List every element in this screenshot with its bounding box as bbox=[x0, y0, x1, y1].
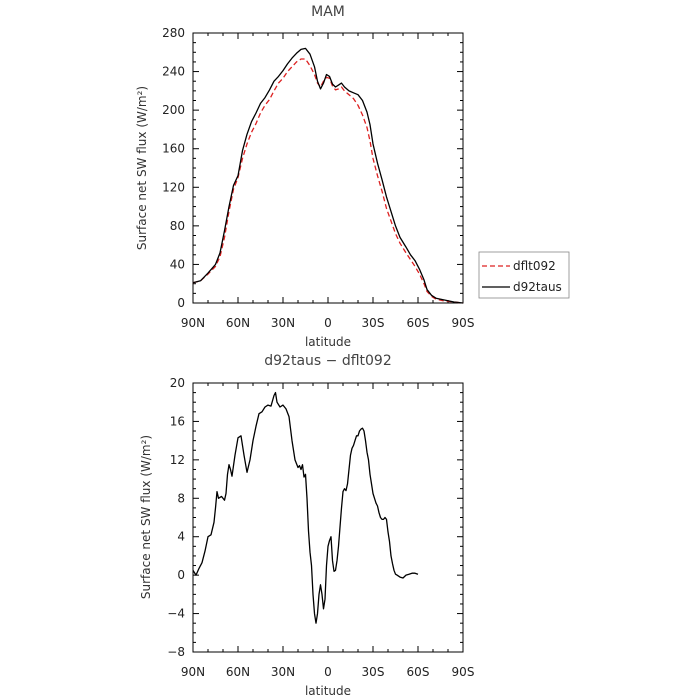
bottom-plot-frame bbox=[192, 382, 464, 653]
top-x-tick-label: 60N bbox=[226, 316, 250, 330]
top-x-axis-label: latitude bbox=[305, 335, 351, 349]
bottom-x-tick-label: 30N bbox=[271, 665, 295, 679]
top-y-ticks: 0 40 80 120 160 200 240 280 bbox=[162, 26, 463, 310]
top-x-tick-label: 30S bbox=[362, 316, 385, 330]
bottom-y-ticks: −8 −4 0 4 8 12 16 20 bbox=[167, 376, 463, 659]
top-y-tick-label: 80 bbox=[170, 219, 185, 233]
bottom-x-tick-label: 90N bbox=[181, 665, 205, 679]
bottom-x-ticks: 90N 60N 30N 0 30S 60S 90S bbox=[181, 383, 475, 679]
top-chart-title: MAM bbox=[311, 4, 345, 20]
top-y-tick-label: 160 bbox=[162, 142, 185, 156]
bottom-panel: d92taus − dflt092 −8 −4 0 4 8 12 16 20 90N 60N 30… bbox=[139, 353, 474, 698]
top-x-tick-label: 0 bbox=[324, 316, 332, 330]
bottom-y-tick-label: −4 bbox=[167, 607, 185, 621]
top-x-tick-label: 30N bbox=[271, 316, 295, 330]
top-y-tick-label: 120 bbox=[162, 180, 185, 194]
top-plot-frame bbox=[192, 32, 464, 304]
top-series-lines bbox=[192, 47, 464, 304]
legend-label-d92taus: d92taus bbox=[513, 280, 562, 294]
bottom-chart-title: d92taus − dflt092 bbox=[264, 353, 391, 369]
legend: dflt092 d92taus bbox=[478, 251, 570, 299]
top-panel: MAM 0 40 80 120 160 200 240 280 90N 60N 30N 0 30S 60… bbox=[135, 4, 570, 349]
bottom-x-tick-label: 60S bbox=[407, 665, 430, 679]
top-y-axis-label: Surface net SW flux (W/m²) bbox=[135, 86, 149, 250]
legend-frame bbox=[478, 251, 570, 299]
bottom-y-tick-label: 12 bbox=[170, 453, 185, 467]
bottom-x-tick-label: 90S bbox=[452, 665, 475, 679]
top-series-line-d92taus bbox=[192, 47, 464, 304]
top-y-tick-label: 240 bbox=[162, 65, 185, 79]
top-x-tick-label: 90S bbox=[452, 316, 475, 330]
bottom-x-tick-label: 30S bbox=[362, 665, 385, 679]
top-x-tick-label: 90N bbox=[181, 316, 205, 330]
bottom-x-tick-label: 0 bbox=[324, 665, 332, 679]
top-y-tick-label: 0 bbox=[177, 296, 185, 310]
top-x-tick-label: 60S bbox=[407, 316, 430, 330]
top-series-line-dflt092 bbox=[192, 58, 464, 304]
legend-label-dflt092: dflt092 bbox=[513, 259, 556, 273]
bottom-y-tick-label: −8 bbox=[167, 645, 185, 659]
bottom-y-axis-label: Surface net SW flux (W/m²) bbox=[139, 435, 153, 599]
bottom-x-tick-label: 60N bbox=[226, 665, 250, 679]
bottom-y-tick-label: 16 bbox=[170, 414, 185, 428]
bottom-series-lines bbox=[192, 391, 419, 624]
bottom-series-line-series-0 bbox=[192, 391, 419, 624]
bottom-y-tick-label: 8 bbox=[177, 491, 185, 505]
bottom-y-tick-label: 4 bbox=[177, 530, 185, 544]
top-y-tick-label: 200 bbox=[162, 103, 185, 117]
bottom-y-tick-label: 0 bbox=[177, 568, 185, 582]
bottom-x-axis-label: latitude bbox=[305, 684, 351, 698]
top-y-tick-label: 280 bbox=[162, 26, 185, 40]
top-x-ticks: 90N 60N 30N 0 30S 60S 90S bbox=[181, 33, 475, 330]
top-y-tick-label: 40 bbox=[170, 257, 185, 271]
bottom-y-tick-label: 20 bbox=[170, 376, 185, 390]
